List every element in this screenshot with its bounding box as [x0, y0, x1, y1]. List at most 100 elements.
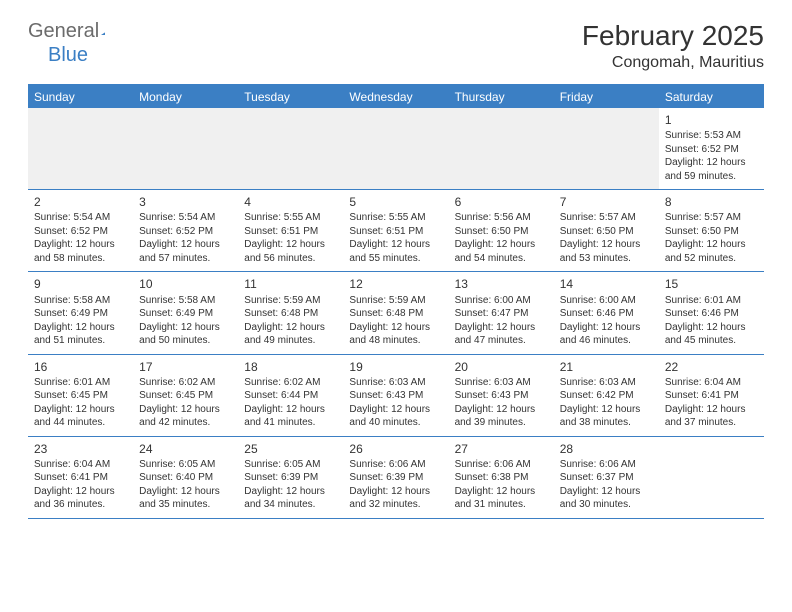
calendar-cell: 1Sunrise: 5:53 AMSunset: 6:52 PMDaylight… [659, 108, 764, 189]
daylight-line: Daylight: 12 hours and 37 minutes. [665, 403, 758, 430]
calendar-cell: 3Sunrise: 5:54 AMSunset: 6:52 PMDaylight… [133, 190, 238, 271]
daylight-line: Daylight: 12 hours and 36 minutes. [34, 485, 127, 512]
sunrise-line: Sunrise: 6:03 AM [455, 376, 548, 390]
day-number: 8 [665, 194, 758, 210]
sunrise-line: Sunrise: 5:54 AM [139, 211, 232, 225]
calendar-cell [449, 108, 554, 189]
calendar-cell [343, 108, 448, 189]
sunset-line: Sunset: 6:49 PM [34, 307, 127, 321]
month-title: February 2025 [582, 20, 764, 52]
calendar-cell: 15Sunrise: 6:01 AMSunset: 6:46 PMDayligh… [659, 272, 764, 353]
day-number: 10 [139, 276, 232, 292]
daylight-line: Daylight: 12 hours and 31 minutes. [455, 485, 548, 512]
daylight-line: Daylight: 12 hours and 48 minutes. [349, 321, 442, 348]
calendar-cell: 23Sunrise: 6:04 AMSunset: 6:41 PMDayligh… [28, 437, 133, 518]
day-headers-row: SundayMondayTuesdayWednesdayThursdayFrid… [28, 86, 764, 108]
calendar-cell: 17Sunrise: 6:02 AMSunset: 6:45 PMDayligh… [133, 355, 238, 436]
calendar-cell: 5Sunrise: 5:55 AMSunset: 6:51 PMDaylight… [343, 190, 448, 271]
daylight-line: Daylight: 12 hours and 49 minutes. [244, 321, 337, 348]
day-number: 15 [665, 276, 758, 292]
sunset-line: Sunset: 6:37 PM [560, 471, 653, 485]
daylight-line: Daylight: 12 hours and 55 minutes. [349, 238, 442, 265]
sunrise-line: Sunrise: 6:03 AM [560, 376, 653, 390]
logo-word-blue: Blue [48, 44, 88, 67]
sunrise-line: Sunrise: 5:58 AM [34, 294, 127, 308]
sunset-line: Sunset: 6:48 PM [349, 307, 442, 321]
daylight-line: Daylight: 12 hours and 32 minutes. [349, 485, 442, 512]
calendar-cell: 6Sunrise: 5:56 AMSunset: 6:50 PMDaylight… [449, 190, 554, 271]
day-header: Wednesday [343, 86, 448, 108]
sunrise-line: Sunrise: 6:01 AM [665, 294, 758, 308]
calendar-cell: 28Sunrise: 6:06 AMSunset: 6:37 PMDayligh… [554, 437, 659, 518]
calendar-week: 9Sunrise: 5:58 AMSunset: 6:49 PMDaylight… [28, 272, 764, 354]
sunset-line: Sunset: 6:42 PM [560, 389, 653, 403]
daylight-line: Daylight: 12 hours and 58 minutes. [34, 238, 127, 265]
daylight-line: Daylight: 12 hours and 59 minutes. [665, 156, 758, 183]
day-number: 7 [560, 194, 653, 210]
daylight-line: Daylight: 12 hours and 52 minutes. [665, 238, 758, 265]
calendar-week: 23Sunrise: 6:04 AMSunset: 6:41 PMDayligh… [28, 437, 764, 519]
daylight-line: Daylight: 12 hours and 57 minutes. [139, 238, 232, 265]
calendar-cell: 20Sunrise: 6:03 AMSunset: 6:43 PMDayligh… [449, 355, 554, 436]
sunset-line: Sunset: 6:45 PM [139, 389, 232, 403]
sunset-line: Sunset: 6:44 PM [244, 389, 337, 403]
sunrise-line: Sunrise: 6:01 AM [34, 376, 127, 390]
title-block: February 2025 Congomah, Mauritius [582, 20, 764, 72]
sunrise-line: Sunrise: 5:53 AM [665, 129, 758, 143]
page-header: General February 2025 Congomah, Mauritiu… [28, 20, 764, 72]
sunrise-line: Sunrise: 5:55 AM [244, 211, 337, 225]
day-number: 11 [244, 276, 337, 292]
day-header: Friday [554, 86, 659, 108]
sunset-line: Sunset: 6:50 PM [455, 225, 548, 239]
sunrise-line: Sunrise: 5:57 AM [665, 211, 758, 225]
sunset-line: Sunset: 6:39 PM [349, 471, 442, 485]
calendar-cell: 11Sunrise: 5:59 AMSunset: 6:48 PMDayligh… [238, 272, 343, 353]
calendar-cell: 7Sunrise: 5:57 AMSunset: 6:50 PMDaylight… [554, 190, 659, 271]
daylight-line: Daylight: 12 hours and 38 minutes. [560, 403, 653, 430]
day-number: 28 [560, 441, 653, 457]
sunset-line: Sunset: 6:51 PM [244, 225, 337, 239]
sunset-line: Sunset: 6:41 PM [665, 389, 758, 403]
sunrise-line: Sunrise: 5:58 AM [139, 294, 232, 308]
sunrise-line: Sunrise: 6:02 AM [244, 376, 337, 390]
day-number: 5 [349, 194, 442, 210]
day-header: Thursday [449, 86, 554, 108]
sunset-line: Sunset: 6:52 PM [139, 225, 232, 239]
daylight-line: Daylight: 12 hours and 53 minutes. [560, 238, 653, 265]
daylight-line: Daylight: 12 hours and 47 minutes. [455, 321, 548, 348]
day-number: 19 [349, 359, 442, 375]
day-number: 6 [455, 194, 548, 210]
sunrise-line: Sunrise: 5:59 AM [244, 294, 337, 308]
daylight-line: Daylight: 12 hours and 44 minutes. [34, 403, 127, 430]
calendar-week: 16Sunrise: 6:01 AMSunset: 6:45 PMDayligh… [28, 355, 764, 437]
calendar-week: 1Sunrise: 5:53 AMSunset: 6:52 PMDaylight… [28, 108, 764, 190]
sunset-line: Sunset: 6:41 PM [34, 471, 127, 485]
day-header: Tuesday [238, 86, 343, 108]
sunrise-line: Sunrise: 6:02 AM [139, 376, 232, 390]
day-header: Monday [133, 86, 238, 108]
sunrise-line: Sunrise: 6:06 AM [349, 458, 442, 472]
sunset-line: Sunset: 6:46 PM [665, 307, 758, 321]
sunrise-line: Sunrise: 6:05 AM [139, 458, 232, 472]
sunset-line: Sunset: 6:38 PM [455, 471, 548, 485]
sunset-line: Sunset: 6:52 PM [665, 143, 758, 157]
sunset-line: Sunset: 6:50 PM [560, 225, 653, 239]
day-header: Sunday [28, 86, 133, 108]
calendar-cell: 9Sunrise: 5:58 AMSunset: 6:49 PMDaylight… [28, 272, 133, 353]
sunset-line: Sunset: 6:50 PM [665, 225, 758, 239]
sunset-line: Sunset: 6:46 PM [560, 307, 653, 321]
sunrise-line: Sunrise: 5:55 AM [349, 211, 442, 225]
daylight-line: Daylight: 12 hours and 46 minutes. [560, 321, 653, 348]
calendar-cell [659, 437, 764, 518]
daylight-line: Daylight: 12 hours and 41 minutes. [244, 403, 337, 430]
sunset-line: Sunset: 6:40 PM [139, 471, 232, 485]
sunrise-line: Sunrise: 6:00 AM [455, 294, 548, 308]
calendar-cell: 19Sunrise: 6:03 AMSunset: 6:43 PMDayligh… [343, 355, 448, 436]
day-header: Saturday [659, 86, 764, 108]
day-number: 23 [34, 441, 127, 457]
daylight-line: Daylight: 12 hours and 40 minutes. [349, 403, 442, 430]
day-number: 18 [244, 359, 337, 375]
day-number: 17 [139, 359, 232, 375]
day-number: 14 [560, 276, 653, 292]
calendar: SundayMondayTuesdayWednesdayThursdayFrid… [28, 84, 764, 519]
